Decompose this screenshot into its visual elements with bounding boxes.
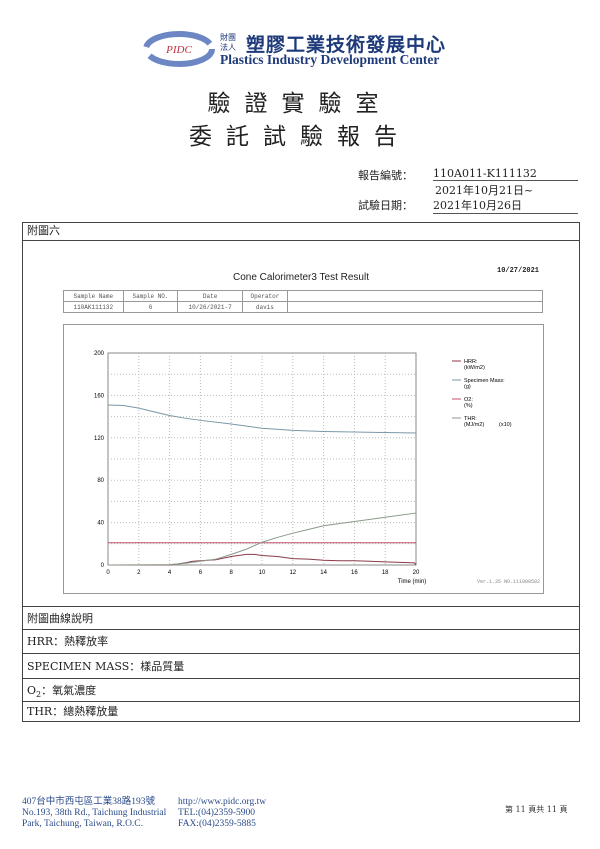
report-no: 110A011-K111132 (433, 167, 578, 181)
x-tick-label: 2 (137, 570, 141, 576)
print-date: 10/27/2021 (497, 267, 540, 275)
version-label: Ver.1.35 NO.111000502 (477, 579, 540, 585)
page-number: 第 11 頁共 11 頁 (505, 805, 568, 814)
org-name-en: Plastics Industry Development Center (220, 52, 440, 67)
chart-box: 0 2 4 6 8 10 12 14 16 18 20 0 40 80 120 160 200 Time (min… (63, 324, 544, 594)
sample-table-row: 110AK111132 6 10/26/2021-7 davis (63, 301, 543, 313)
report-frame: 附圖六 Cone Calorimeter3 Test Result 10/27/… (22, 222, 580, 722)
legend-label: O2: (464, 397, 473, 403)
test-date-end: 2021年10月26日 (433, 197, 578, 214)
y-tick-label: 0 (101, 563, 105, 569)
org-name-cn: 塑膠工業技術發展中心 (246, 34, 447, 56)
y-tick-label: 200 (94, 351, 105, 357)
legend-o2: O2：氧氣濃度 (23, 678, 579, 701)
y-tick-label: 120 (94, 436, 105, 442)
legend-hrr: HRR：熱釋放率 (23, 629, 579, 653)
sample-table-header: Sample Name Sample NO. Date Operator (63, 290, 543, 302)
section-label: 附圖六 (27, 224, 60, 237)
legend-thr: THR：總熱釋放量 (23, 701, 579, 721)
y-tick-label: 40 (97, 521, 104, 527)
legend-scale: (x10) (499, 422, 512, 428)
title-line2: 委託試驗報告 (189, 124, 411, 150)
x-tick-label: 4 (168, 570, 172, 576)
title-line1: 驗證實驗室 (207, 91, 393, 117)
logo-small-text: 財團 法人 (220, 33, 236, 52)
x-tick-label: 6 (199, 570, 203, 576)
x-tick-label: 16 (351, 570, 358, 576)
legend-label: THR: (464, 416, 477, 422)
x-tick-label: 14 (320, 570, 327, 576)
x-tick-label: 12 (289, 570, 296, 576)
footer-contact: http://www.pidc.org.tw TEL:(04)2359-5900 F… (178, 797, 267, 829)
series-line-hrr (108, 553, 417, 566)
sample-table: Sample Name Sample NO. Date Operator 110AK1… (63, 290, 543, 313)
pidc-logo-icon: PIDC (143, 31, 215, 67)
y-tick-label: 160 (94, 393, 105, 399)
chart-panel: Cone Calorimeter3 Test Result 10/27/2021… (23, 240, 579, 606)
legend-label: HRR: (464, 359, 478, 365)
date-start: 2021年10月21日~ (435, 184, 534, 197)
footer-address: 407台中市西屯區工業38路193號 No.193, 38th Rd., Taic… (22, 797, 167, 829)
x-tick-label: 18 (382, 570, 389, 576)
series-line-specimenmass (107, 404, 417, 434)
series-line-thr (107, 512, 417, 566)
y-tick-label: 80 (97, 478, 104, 484)
legend-unit: (MJ/m2) (464, 422, 484, 428)
x-tick-label: 10 (259, 570, 266, 576)
chart-title: Cone Calorimeter3 Test Result (233, 272, 369, 283)
x-tick-label: 20 (413, 570, 420, 576)
logo-badge: PIDC (165, 44, 192, 56)
legend-unit: (g) (464, 384, 471, 390)
x-tick-label: 8 (230, 570, 234, 576)
test-date-label: 試驗日期： (358, 199, 413, 212)
x-axis-label: Time (min) (398, 579, 426, 585)
legend-label: Specimen Mass: (464, 378, 505, 384)
legend-unit: (kW/m2) (464, 365, 485, 371)
legend-heading: 附圖曲線說明 (23, 606, 579, 629)
legend-unit: (%) (464, 403, 473, 409)
x-tick-label: 0 (106, 570, 110, 576)
report-no-label: 報告編號： (358, 169, 413, 182)
legend-mass: SPECIMEN MASS：樣品質量 (23, 653, 579, 678)
